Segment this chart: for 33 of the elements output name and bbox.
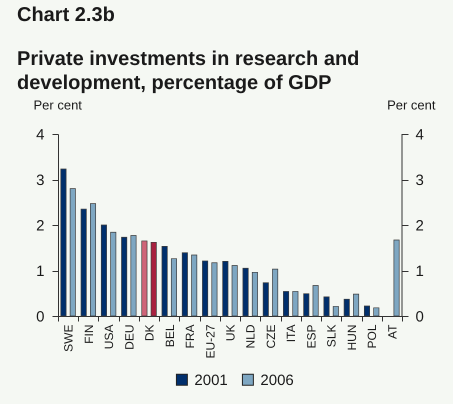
chart-title: Chart 2.3b xyxy=(17,4,115,26)
y2-tick-label: 2 xyxy=(416,218,424,234)
y-axis-title: Per cent xyxy=(34,98,82,112)
y2-tick-label: 1 xyxy=(416,263,424,280)
y-tick-label: 0 xyxy=(36,308,44,326)
x-tick-label: NLD xyxy=(244,324,258,349)
legend-label: 2001 xyxy=(194,372,228,389)
x-tick-label: ESP xyxy=(304,324,318,349)
x-tick-label: DEU xyxy=(122,324,136,350)
x-tick-label: CZE xyxy=(264,324,278,348)
chart-subtitle: Private investments in research and development, percentage of GDP xyxy=(17,48,360,94)
x-tick-label: EU-27 xyxy=(203,324,218,359)
x-tick-label: AT xyxy=(385,324,400,339)
x-tick-label: FIN xyxy=(82,324,96,344)
y2-tick-label: 3 xyxy=(416,172,424,189)
x-tick-label: FRA xyxy=(183,324,198,348)
y-tick-label: 2 xyxy=(36,218,44,234)
x-tick-label: SWE xyxy=(62,324,76,352)
x-tick-label: SLK xyxy=(324,324,339,348)
legend-label: 2006 xyxy=(260,372,294,389)
x-tick-label: ITA xyxy=(284,324,298,342)
y2-tick-label: 4 xyxy=(416,126,424,144)
x-tick-label: HUN xyxy=(344,324,359,350)
y-tick-label: 1 xyxy=(36,263,44,280)
x-tick-label: DK xyxy=(142,324,157,342)
x-tick-label: USA xyxy=(102,324,116,350)
x-tick-label: BEL xyxy=(162,324,177,348)
x-tick-label: UK xyxy=(224,324,238,342)
y-tick-label: 3 xyxy=(36,172,44,189)
x-tick-label: POL xyxy=(365,324,380,349)
y2-tick-label: 0 xyxy=(416,308,424,326)
y-tick-label: 4 xyxy=(36,126,44,144)
y2-axis-title: Per cent xyxy=(387,98,436,112)
